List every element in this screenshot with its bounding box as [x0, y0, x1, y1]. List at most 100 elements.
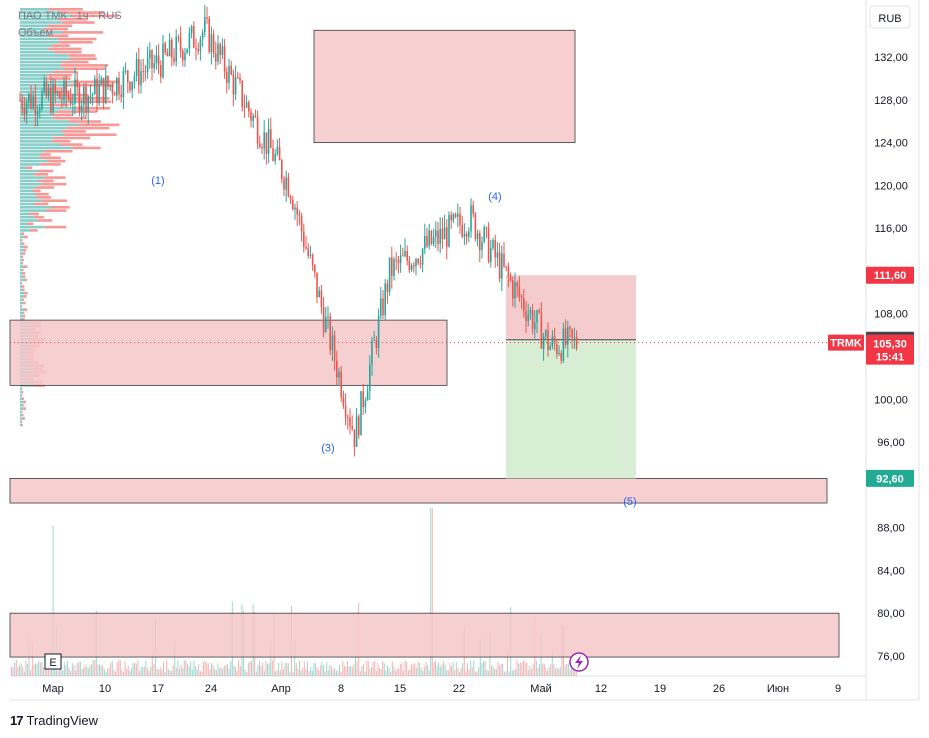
volume-bar [180, 665, 182, 676]
volume-bar [159, 667, 161, 676]
x-tick-label[interactable]: Мар [42, 683, 64, 695]
x-tick-label[interactable]: 24 [205, 683, 217, 695]
candle-body [459, 213, 461, 226]
volume-bar [175, 667, 177, 676]
volume-bar [441, 664, 443, 676]
volume-bar [27, 664, 28, 676]
volume-bar [342, 661, 344, 676]
legend-volume[interactable]: Объем [18, 27, 53, 39]
volume-bar [238, 660, 240, 676]
zone-volume-zone [9, 612, 840, 658]
volume-bar [393, 666, 395, 676]
volume-bar [163, 661, 164, 676]
x-tick-label[interactable]: Май [530, 683, 552, 695]
price-axis[interactable]: 132,00 128,00 124,00 120,00 116,00 108,00 100,… [874, 52, 908, 663]
profile-bar-up [20, 308, 25, 311]
y-tick-label[interactable]: 96,00 [877, 437, 905, 449]
volume-bar [391, 661, 393, 676]
profile-bar-up [20, 417, 23, 420]
y-tick-label[interactable]: 88,00 [877, 523, 905, 535]
profile-bar-up [20, 136, 54, 140]
candle-body [375, 340, 378, 349]
profile-bar-down [76, 100, 112, 103]
x-tick-label[interactable]: 8 [338, 683, 344, 695]
y-tick-label[interactable]: 128,00 [874, 95, 908, 107]
volume-bar [113, 669, 115, 676]
candle-body [380, 298, 382, 317]
currency-button[interactable] [869, 5, 911, 29]
volume-bar [164, 671, 166, 676]
profile-bar-down [21, 232, 24, 235]
volume-bar [329, 664, 331, 676]
volume-bar [526, 662, 528, 676]
x-tick-label[interactable]: Апр [271, 683, 290, 695]
x-tick-label[interactable]: 19 [654, 683, 666, 695]
x-tick-label[interactable]: 26 [713, 683, 725, 695]
currency-label: RUB [878, 13, 901, 25]
profile-bar-up [20, 387, 22, 391]
candle-body [393, 259, 395, 277]
position-tool[interactable] [10, 275, 866, 479]
y-tick-label[interactable]: 76,00 [877, 651, 905, 663]
profile-bar-up [20, 100, 77, 103]
earnings-marker[interactable] [44, 653, 62, 670]
volume-bar [452, 661, 454, 676]
candle-body [527, 314, 529, 322]
profile-bar-up [20, 258, 23, 262]
volume-bar [332, 668, 334, 676]
volume-bar [137, 660, 139, 676]
volume-bar [214, 668, 216, 676]
legend-symbol[interactable]: ПАО ТМК · 1ч · RUS [18, 10, 122, 22]
y-tick-label[interactable]: 124,00 [874, 138, 908, 150]
time-axis[interactable]: Мар 10 17 24 Апр 8 15 22 Май 12 19 26 Июн 9 [42, 683, 841, 695]
candle-body [252, 115, 254, 121]
volume-bar [267, 664, 268, 676]
volume-bar [443, 661, 444, 676]
y-tick-label[interactable]: 80,00 [877, 608, 905, 620]
footer-brand[interactable]: TradingView [26, 712, 99, 728]
profile-bar-down [39, 153, 51, 156]
profile-bar-up [20, 196, 37, 199]
symbol-tag[interactable] [828, 334, 864, 351]
candle-body [241, 80, 243, 107]
profile-bar-up [20, 265, 24, 268]
x-tick-label[interactable]: 12 [595, 683, 607, 695]
candle-body [135, 59, 138, 77]
candle-body [23, 108, 26, 114]
y-tick-label[interactable]: 132,00 [874, 52, 908, 64]
volume-bar [519, 662, 521, 676]
x-tick-label[interactable]: Июн [767, 683, 789, 695]
profile-bar-up [20, 229, 30, 232]
y-tick-label[interactable]: 116,00 [875, 223, 908, 235]
candle-body [498, 252, 501, 279]
x-tick-label[interactable]: 10 [99, 683, 111, 695]
x-tick-label[interactable]: 17 [152, 683, 164, 695]
volume-bar [195, 666, 196, 676]
candle-body [157, 55, 160, 65]
volume-bar [364, 671, 366, 676]
x-tick-label[interactable]: 15 [394, 683, 406, 695]
volume-bar [409, 668, 411, 676]
stop-zone[interactable] [506, 275, 636, 340]
candle-body [481, 241, 483, 251]
target-zone[interactable] [506, 339, 636, 479]
y-tick-label[interactable]: 120,00 [874, 180, 908, 192]
volume-bar [337, 670, 339, 676]
volume-bar [174, 643, 176, 676]
candle-body [567, 327, 569, 345]
x-tick-label[interactable]: 22 [453, 683, 465, 695]
volume-bar [199, 670, 201, 676]
volume-bar [465, 670, 467, 676]
profile-bar-down [24, 245, 28, 249]
volume-bar [51, 664, 52, 676]
candle-body [472, 205, 474, 214]
volume-bar [353, 664, 355, 676]
candle-body [322, 306, 325, 332]
y-tick-label[interactable]: 100,00 [874, 394, 908, 406]
x-tick-label[interactable]: 9 [835, 683, 841, 695]
y-tick-label[interactable]: 84,00 [877, 565, 905, 577]
volume-bar [287, 663, 289, 676]
y-tick-label[interactable]: 108,00 [874, 309, 908, 321]
profile-bar-up [20, 404, 23, 407]
